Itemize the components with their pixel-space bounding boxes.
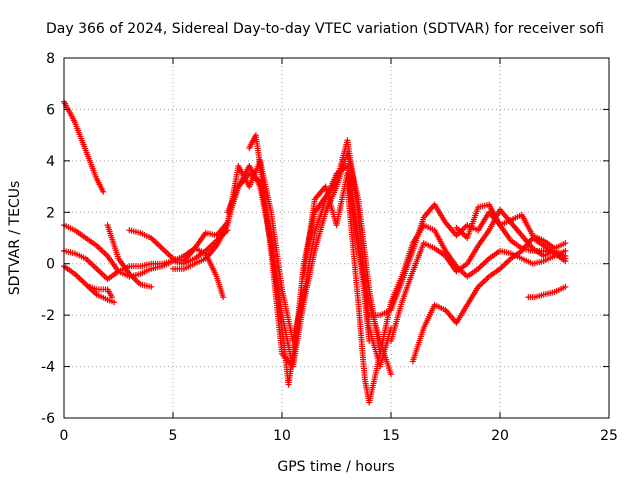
x-tick-label: 25 — [600, 428, 618, 444]
series-arc-n — [388, 206, 569, 344]
y-tick-label: -2 — [41, 308, 55, 324]
x-tick-label: 10 — [273, 428, 291, 444]
series-arc-c — [87, 283, 115, 301]
chart-title: Day 366 of 2024, Sidereal Day-to-day VTE… — [46, 21, 604, 37]
data-point — [562, 247, 569, 254]
series-arc-k — [300, 170, 394, 378]
series-arc-o — [409, 235, 569, 365]
data-point — [108, 294, 115, 301]
y-axis-label: SDTVAR / TECUs — [7, 181, 23, 296]
data-point — [100, 188, 107, 195]
y-tick-label: 0 — [46, 257, 55, 273]
plot-frame — [63, 57, 610, 419]
y-tick-label: 2 — [46, 205, 55, 221]
data-point — [562, 240, 569, 247]
data-point — [111, 299, 118, 306]
data-point — [148, 283, 155, 290]
y-tick-label: -4 — [41, 360, 55, 376]
y-tick-label: 6 — [46, 102, 55, 118]
x-tick-label: 20 — [491, 428, 509, 444]
data-marks — [61, 98, 569, 406]
series-arc-p — [453, 201, 569, 252]
data-point — [562, 283, 569, 290]
x-tick-label: 0 — [60, 428, 69, 444]
x-axis-label: GPS time / hours — [277, 459, 394, 475]
y-tick-label: 8 — [46, 51, 55, 67]
series-arc-f — [104, 222, 155, 290]
y-tick-label: 4 — [46, 154, 55, 170]
x-tick-label: 15 — [382, 428, 400, 444]
y-tick-label: -6 — [41, 411, 55, 427]
data-point — [220, 294, 227, 301]
data-point — [562, 255, 569, 262]
series-arc-q — [525, 283, 569, 301]
x-tick-label: 5 — [169, 428, 178, 444]
data-point — [388, 371, 394, 378]
series-arc-a — [61, 98, 107, 195]
axis-ticks: 0 5 10 15 20 25 -6 -4 -2 0 2 4 6 8 — [41, 51, 618, 444]
